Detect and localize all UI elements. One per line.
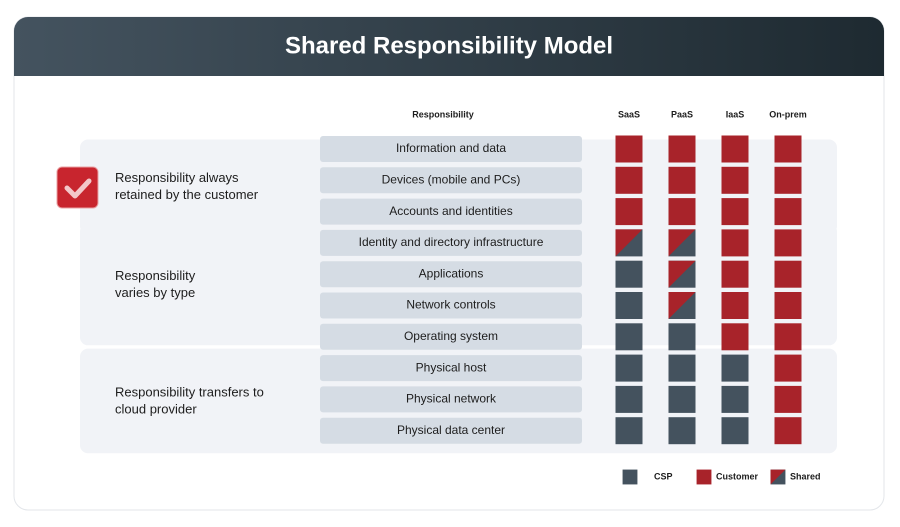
cell bbox=[721, 260, 749, 288]
cell bbox=[721, 385, 749, 413]
row-label-box bbox=[320, 229, 582, 256]
row-label-box bbox=[320, 167, 582, 194]
row-label: Accounts and identities bbox=[389, 204, 512, 218]
legend-label: Shared bbox=[790, 471, 821, 481]
cell-red bbox=[668, 292, 696, 319]
cell-red bbox=[668, 229, 696, 257]
group-label: retained by the customer bbox=[115, 187, 259, 202]
cell bbox=[774, 385, 802, 413]
row-label: Information and data bbox=[396, 141, 506, 155]
cell-red bbox=[668, 260, 696, 288]
cell bbox=[615, 385, 643, 413]
legend-swatch bbox=[622, 469, 638, 485]
cell bbox=[721, 417, 749, 445]
row-label-box bbox=[320, 323, 582, 350]
cell bbox=[721, 198, 749, 226]
row-label: Network controls bbox=[406, 298, 495, 312]
cell bbox=[668, 198, 696, 226]
cell bbox=[668, 135, 696, 163]
cell bbox=[615, 417, 643, 445]
legend-swatch bbox=[770, 469, 786, 485]
row-label-box bbox=[320, 386, 582, 413]
row-label-box bbox=[320, 136, 582, 162]
header-band bbox=[14, 17, 884, 76]
cell bbox=[774, 166, 802, 194]
cell bbox=[668, 260, 696, 288]
column-header: IaaS bbox=[726, 109, 745, 119]
cell bbox=[615, 166, 643, 194]
group-label: Responsibility bbox=[115, 268, 196, 283]
group-label: Responsibility transfers to bbox=[115, 384, 264, 399]
cell bbox=[774, 354, 802, 382]
row-label: Physical data center bbox=[397, 423, 505, 437]
row-label-box bbox=[320, 261, 582, 288]
row-label-box bbox=[320, 417, 582, 444]
row-label: Devices (mobile and PCs) bbox=[382, 172, 521, 186]
cell bbox=[668, 354, 696, 382]
cell-red bbox=[615, 229, 643, 257]
row-label-box bbox=[320, 355, 582, 382]
legend-swatch bbox=[696, 469, 712, 485]
row-label: Physical host bbox=[416, 360, 487, 374]
cell bbox=[615, 354, 643, 382]
column-header: Responsibility bbox=[412, 109, 474, 119]
legend-label: Customer bbox=[716, 471, 759, 481]
legend-label: CSP bbox=[654, 471, 673, 481]
cell bbox=[774, 135, 802, 163]
check-icon bbox=[56, 166, 99, 209]
cell bbox=[721, 354, 749, 382]
column-header: SaaS bbox=[618, 109, 640, 119]
group-label: cloud provider bbox=[115, 401, 197, 416]
cell bbox=[615, 198, 643, 226]
cell bbox=[615, 323, 643, 351]
cell bbox=[721, 166, 749, 194]
cell bbox=[721, 323, 749, 351]
cell bbox=[615, 260, 643, 288]
cell bbox=[774, 292, 802, 319]
cell bbox=[615, 229, 643, 257]
cell bbox=[668, 323, 696, 351]
cell bbox=[615, 135, 643, 163]
cell bbox=[774, 198, 802, 226]
cell bbox=[668, 417, 696, 445]
cell bbox=[615, 292, 643, 319]
row-label-box bbox=[320, 198, 582, 225]
group-label: varies by type bbox=[115, 285, 195, 300]
cell bbox=[721, 292, 749, 319]
cell bbox=[721, 135, 749, 163]
cell bbox=[668, 166, 696, 194]
title: Shared Responsibility Model bbox=[285, 32, 613, 59]
column-header: PaaS bbox=[671, 109, 693, 119]
row-label: Applications bbox=[419, 266, 484, 280]
cell bbox=[774, 229, 802, 257]
cell bbox=[774, 417, 802, 445]
row-label: Identity and directory infrastructure bbox=[359, 235, 544, 249]
row-label: Physical network bbox=[406, 392, 497, 406]
row-label-box bbox=[320, 292, 582, 319]
row-label: Operating system bbox=[404, 329, 498, 343]
cell bbox=[774, 323, 802, 351]
column-header: On-prem bbox=[769, 109, 807, 119]
cell bbox=[668, 229, 696, 257]
cell bbox=[721, 229, 749, 257]
cell bbox=[668, 292, 696, 319]
group-label: Responsibility always bbox=[115, 170, 239, 185]
cell bbox=[774, 260, 802, 288]
cell bbox=[668, 385, 696, 413]
